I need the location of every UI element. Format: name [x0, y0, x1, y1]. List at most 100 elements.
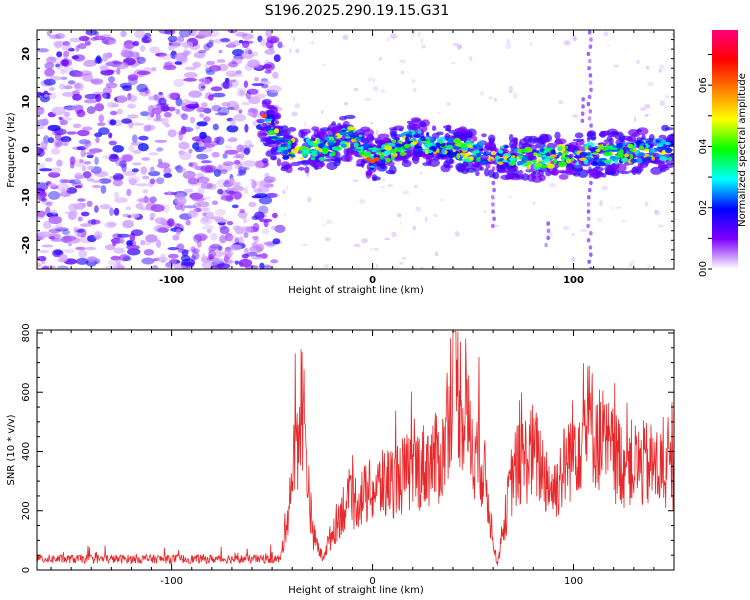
heatmap-noise-blob [82, 61, 96, 67]
heatmap-noise-blob [196, 176, 210, 184]
heatmap-noise-blob [63, 248, 75, 254]
heatmap-faint-dot [353, 243, 361, 248]
heatmap-noise-blob [189, 116, 196, 124]
tick-label: 0.0 [698, 261, 709, 277]
heatmap-ridge-core [331, 135, 338, 138]
heatmap-noise-blob [59, 83, 66, 90]
heatmap-noise-blob [56, 51, 63, 58]
heatmap-noise-blob [81, 144, 89, 151]
heatmap-noise-blob [84, 40, 91, 46]
heatmap-faint-dot [323, 263, 330, 269]
heatmap-faint-dot [325, 219, 333, 225]
heatmap-faint-dot [621, 219, 626, 223]
heatmap-noise-blob [119, 254, 131, 262]
heatmap-noise-blob [83, 99, 98, 104]
heatmap-noise-blob [41, 266, 50, 269]
heatmap-noise-blob [184, 72, 198, 79]
heatmap-noise-blob [194, 233, 208, 241]
heatmap-ridge-core [276, 133, 283, 137]
heatmap-ridge-core [629, 153, 634, 160]
heatmap-noise-blob [175, 164, 183, 174]
heatmap-noise-blob [152, 94, 159, 101]
heatmap-faint-dot [391, 231, 397, 238]
snr-y-ticks: 0 200 400 600 800 [21, 323, 674, 573]
heatmap-ridge-core [352, 148, 362, 151]
heatmap-noise-blob [107, 259, 120, 266]
heatmap-noise-blob [199, 113, 205, 118]
heatmap-noise-blob [259, 180, 268, 188]
heatmap-noise-blob [51, 209, 58, 215]
heatmap-faint-dot [436, 111, 441, 115]
heatmap-noise-blob [170, 257, 177, 267]
heatmap-noise-blob [93, 231, 103, 240]
heatmap-noise-blob [80, 149, 86, 158]
heatmap-ridge-core [344, 136, 351, 139]
heatmap-noise-blob [239, 89, 245, 96]
heatmap-noise-blob [208, 39, 214, 45]
heatmap-noise-blob [164, 30, 176, 35]
heatmap-noise-blob [151, 67, 157, 72]
heatmap-noise-blob [43, 94, 49, 98]
heatmap-noise-blob [200, 160, 212, 164]
heatmap-noise-blob [226, 221, 234, 226]
heatmap-noise-blob [243, 147, 251, 155]
heatmap-noise-blob [154, 217, 167, 225]
heatmap-ridge-core [620, 150, 624, 155]
heatmap-streak [546, 221, 550, 226]
heatmap-noise-blob [175, 167, 187, 173]
heatmap-streak [587, 116, 592, 121]
heatmap-noise-blob [73, 226, 78, 232]
heatmap-noise-blob [130, 95, 137, 102]
heatmap-ridge-core [420, 135, 426, 141]
heatmap-noise-blob [105, 62, 115, 67]
heatmap-noise-blob [204, 196, 211, 200]
heatmap-ridge-halo [375, 140, 386, 144]
heatmap-noise-blob [202, 206, 211, 212]
heatmap-ridge-halo [338, 124, 343, 130]
heatmap-ridge-core [476, 153, 481, 156]
heatmap-noise-blob [211, 151, 220, 158]
heatmap-noise-blob [259, 262, 265, 269]
heatmap-faint-dot [282, 44, 286, 48]
heatmap-faint-dot [555, 266, 559, 269]
heatmap-noise-blob [67, 80, 76, 85]
heatmap-noise-blob [41, 197, 47, 202]
heatmap-y-label: Frequency (Hz) [6, 112, 17, 188]
heatmap-faint-dot [302, 243, 308, 247]
snr-x-label: Height of straight line (km) [288, 585, 424, 596]
heatmap-ridge-core [526, 165, 530, 171]
heatmap-noise-blob [71, 55, 79, 60]
heatmap-ridge-core [287, 143, 291, 150]
heatmap-noise-blob [141, 36, 152, 44]
heatmap-ridge-core [468, 156, 474, 161]
heatmap-noise-blob [48, 171, 61, 178]
heatmap-noise-blob [102, 92, 111, 99]
heatmap-ridge-core [485, 151, 491, 154]
heatmap-ridge-core [280, 143, 287, 148]
heatmap-noise-blob [91, 219, 96, 225]
heatmap-noise-blob [203, 78, 211, 85]
heatmap-frame [36, 29, 675, 270]
heatmap-noise-blob [196, 121, 208, 127]
heatmap-noise-blob [79, 159, 84, 164]
heatmap-streak [491, 195, 495, 200]
heatmap-ridge-halo [535, 142, 546, 149]
heatmap-faint-dot [451, 62, 456, 65]
heatmap-noise-blob [109, 110, 118, 116]
heatmap-faint-dot [324, 237, 331, 242]
heatmap-ridge-halo [654, 161, 666, 165]
heatmap-ridge-core [598, 158, 608, 162]
heatmap-noise-blob [241, 40, 250, 49]
heatmap-ridge-core [300, 156, 304, 160]
heatmap-faint-dot [629, 263, 632, 268]
heatmap-noise-blob [225, 70, 238, 77]
heatmap-noise-blob [235, 32, 248, 37]
heatmap-noise-blob [184, 205, 197, 209]
heatmap-faint-dot [289, 48, 292, 54]
heatmap-ridge-core [408, 130, 412, 136]
heatmap-ridge-halo [625, 137, 634, 142]
heatmap-noise-blob [94, 56, 103, 64]
heatmap-ridge-core [460, 158, 468, 162]
heatmap-faint-dot [306, 196, 312, 203]
heatmap-ridge-core [375, 148, 382, 151]
